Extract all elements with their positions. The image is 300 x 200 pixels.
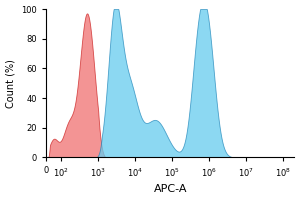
X-axis label: APC-A: APC-A <box>153 184 187 194</box>
Y-axis label: Count (%): Count (%) <box>6 59 16 108</box>
